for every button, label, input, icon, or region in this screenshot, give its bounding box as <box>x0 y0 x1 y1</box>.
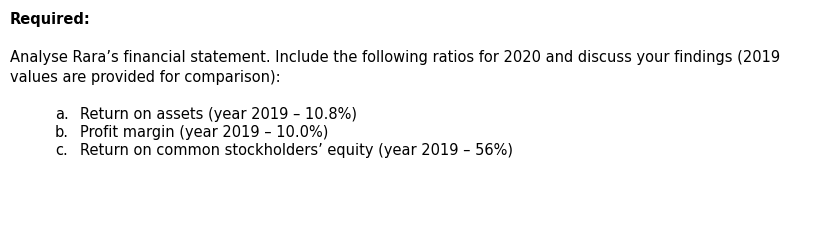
Text: c.: c. <box>55 143 68 158</box>
Text: b.: b. <box>55 125 69 140</box>
Text: values are provided for comparison):: values are provided for comparison): <box>10 70 281 85</box>
Text: Required:: Required: <box>10 12 90 27</box>
Text: Analyse Rara’s financial statement. Include the following ratios for 2020 and di: Analyse Rara’s financial statement. Incl… <box>10 50 780 65</box>
Text: Return on assets (year 2019 – 10.8%): Return on assets (year 2019 – 10.8%) <box>80 107 357 122</box>
Text: Profit margin (year 2019 – 10.0%): Profit margin (year 2019 – 10.0%) <box>80 125 328 140</box>
Text: a.: a. <box>55 107 68 122</box>
Text: Return on common stockholders’ equity (year 2019 – 56%): Return on common stockholders’ equity (y… <box>80 143 513 158</box>
